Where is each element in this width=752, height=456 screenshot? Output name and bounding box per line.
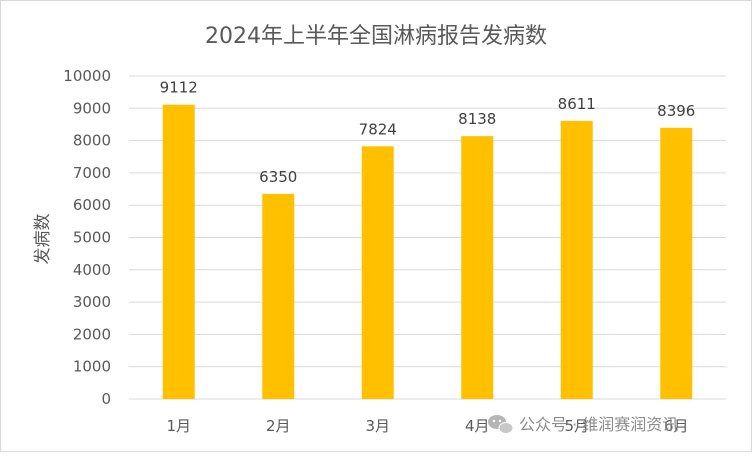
y-tick-label: 8000 — [73, 132, 111, 150]
data-label: 6350 — [259, 168, 297, 186]
y-tick-label: 4000 — [73, 261, 111, 279]
x-tick-label: 1月 — [166, 417, 191, 435]
data-label: 9112 — [160, 79, 198, 97]
x-axis-ticks: 1月 2月 3月 4月 5月 6月 — [166, 417, 688, 435]
gridlines — [129, 75, 726, 400]
y-tick-label: 1000 — [73, 358, 111, 376]
data-label: 8611 — [558, 95, 596, 113]
data-label: 7824 — [359, 120, 397, 138]
x-tick-label: 4月 — [465, 417, 490, 435]
y-axis-ticks: 0 1000 2000 3000 4000 5000 6000 7000 8000 9000 100… — [63, 67, 111, 408]
y-tick-label: 9000 — [73, 99, 111, 117]
bar — [262, 193, 295, 399]
y-tick-label: 5000 — [73, 229, 111, 247]
data-labels: 9112 6350 7824 8138 8611 8396 — [160, 79, 696, 186]
y-tick-label: 0 — [101, 390, 111, 408]
bar — [560, 120, 593, 400]
bar — [660, 127, 693, 399]
wechat-icon — [488, 415, 514, 434]
x-tick-label: 3月 — [365, 417, 390, 435]
x-tick-label: 2月 — [266, 417, 291, 435]
bar — [162, 104, 195, 399]
y-axis-label: 发病数 — [33, 214, 53, 265]
y-tick-label: 10000 — [63, 67, 111, 85]
bar — [461, 136, 494, 400]
watermark: 公众号 · 维润赛润资讯 — [488, 415, 678, 434]
y-tick-label: 6000 — [73, 196, 111, 214]
data-label: 8138 — [458, 110, 496, 128]
chart-title: 2024年上半年全国淋病报告发病数 — [205, 24, 547, 49]
x-tick-label: 5月 — [564, 417, 589, 435]
watermark-text: 公众号 · 维润赛润资讯 — [519, 415, 678, 434]
bar — [361, 146, 394, 399]
data-label: 8396 — [657, 102, 695, 120]
x-tick-label: 6月 — [664, 417, 689, 435]
bars — [162, 104, 693, 400]
y-tick-label: 7000 — [73, 164, 111, 182]
y-tick-label: 3000 — [73, 293, 111, 311]
y-tick-label: 2000 — [73, 325, 111, 343]
